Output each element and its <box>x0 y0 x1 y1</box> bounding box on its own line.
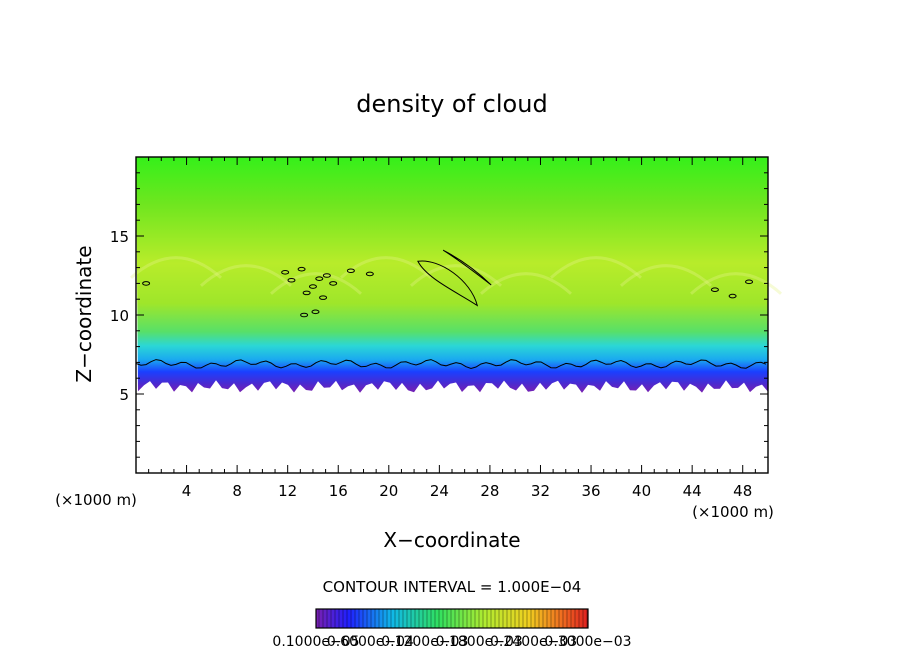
contour-line-upper <box>417 260 479 307</box>
colorbar-label: 0.1000e−05 <box>272 634 359 650</box>
contour-cell <box>315 276 324 281</box>
contour-cell <box>728 293 737 299</box>
contour-line-base <box>135 359 767 370</box>
contour-cell <box>365 271 374 277</box>
x-unit-right: (×1000 m) <box>692 503 774 521</box>
wave-streak <box>410 264 502 287</box>
wave-streak <box>200 264 292 287</box>
x-axis-label: X−coordinate <box>383 528 520 552</box>
contour-cell <box>745 279 754 285</box>
x-tick-label: 4 <box>182 482 192 500</box>
chart-title: density of cloud <box>356 90 547 118</box>
x-tick-label: 28 <box>480 482 499 500</box>
x-tick-label: 32 <box>531 482 550 500</box>
colorbar <box>315 608 589 629</box>
colorbar-label: 0.2400e−03 <box>490 634 577 650</box>
contour-cell <box>287 277 296 283</box>
contour-interval-label: CONTOUR INTERVAL = 1.000E−04 <box>323 578 582 596</box>
colorbar-label: 0.3000e−03 <box>544 634 631 650</box>
y-tick-label: 15 <box>110 228 129 246</box>
contour-cell <box>346 268 355 274</box>
wave-streak <box>340 256 432 279</box>
wave-streak <box>480 272 572 295</box>
contour-cell <box>322 273 331 278</box>
y-tick-label: 5 <box>119 386 129 404</box>
contour-cell <box>319 295 328 300</box>
y-axis-label: Z−coordinate <box>72 245 96 382</box>
contour-cell <box>281 270 290 275</box>
x-tick-label: 16 <box>329 482 348 500</box>
colorbar-label: 0.6000e−04 <box>327 634 414 650</box>
contour-cell <box>302 290 311 296</box>
contour-line-upper <box>442 249 492 286</box>
contour-cell <box>142 281 151 286</box>
y-tick-label: 10 <box>110 307 129 325</box>
wave-streak <box>130 256 222 279</box>
contour-cell <box>300 312 309 318</box>
x-tick-label: 44 <box>683 482 702 500</box>
colorbar-label: 0.1200e−03 <box>381 634 468 650</box>
colorbar-gradient <box>316 609 588 628</box>
wave-streak <box>620 264 712 287</box>
x-tick-label: 20 <box>379 482 398 500</box>
x-tick-label: 24 <box>430 482 449 500</box>
x-tick-label: 8 <box>232 482 242 500</box>
x-tick-label: 40 <box>632 482 651 500</box>
colorbar-label: 0.1800e−03 <box>436 634 523 650</box>
x-tick-label: 48 <box>733 482 752 500</box>
colorbar-labels: 0.1000e−050.6000e−040.1200e−030.1800e−03… <box>272 634 631 650</box>
x-tick-label: 12 <box>278 482 297 500</box>
contour-cell <box>297 266 306 272</box>
contour-cell <box>311 309 320 315</box>
wave-streak <box>550 256 642 279</box>
x-tick-label: 36 <box>581 482 600 500</box>
cloud-field <box>136 157 768 393</box>
contour-cell <box>329 281 338 286</box>
contour-cell <box>710 287 719 293</box>
x-unit-left: (×1000 m) <box>55 491 137 509</box>
contour-cell <box>308 284 317 289</box>
wave-streak <box>270 272 362 295</box>
wave-streak <box>690 272 782 295</box>
colorbar-frame <box>315 608 589 629</box>
